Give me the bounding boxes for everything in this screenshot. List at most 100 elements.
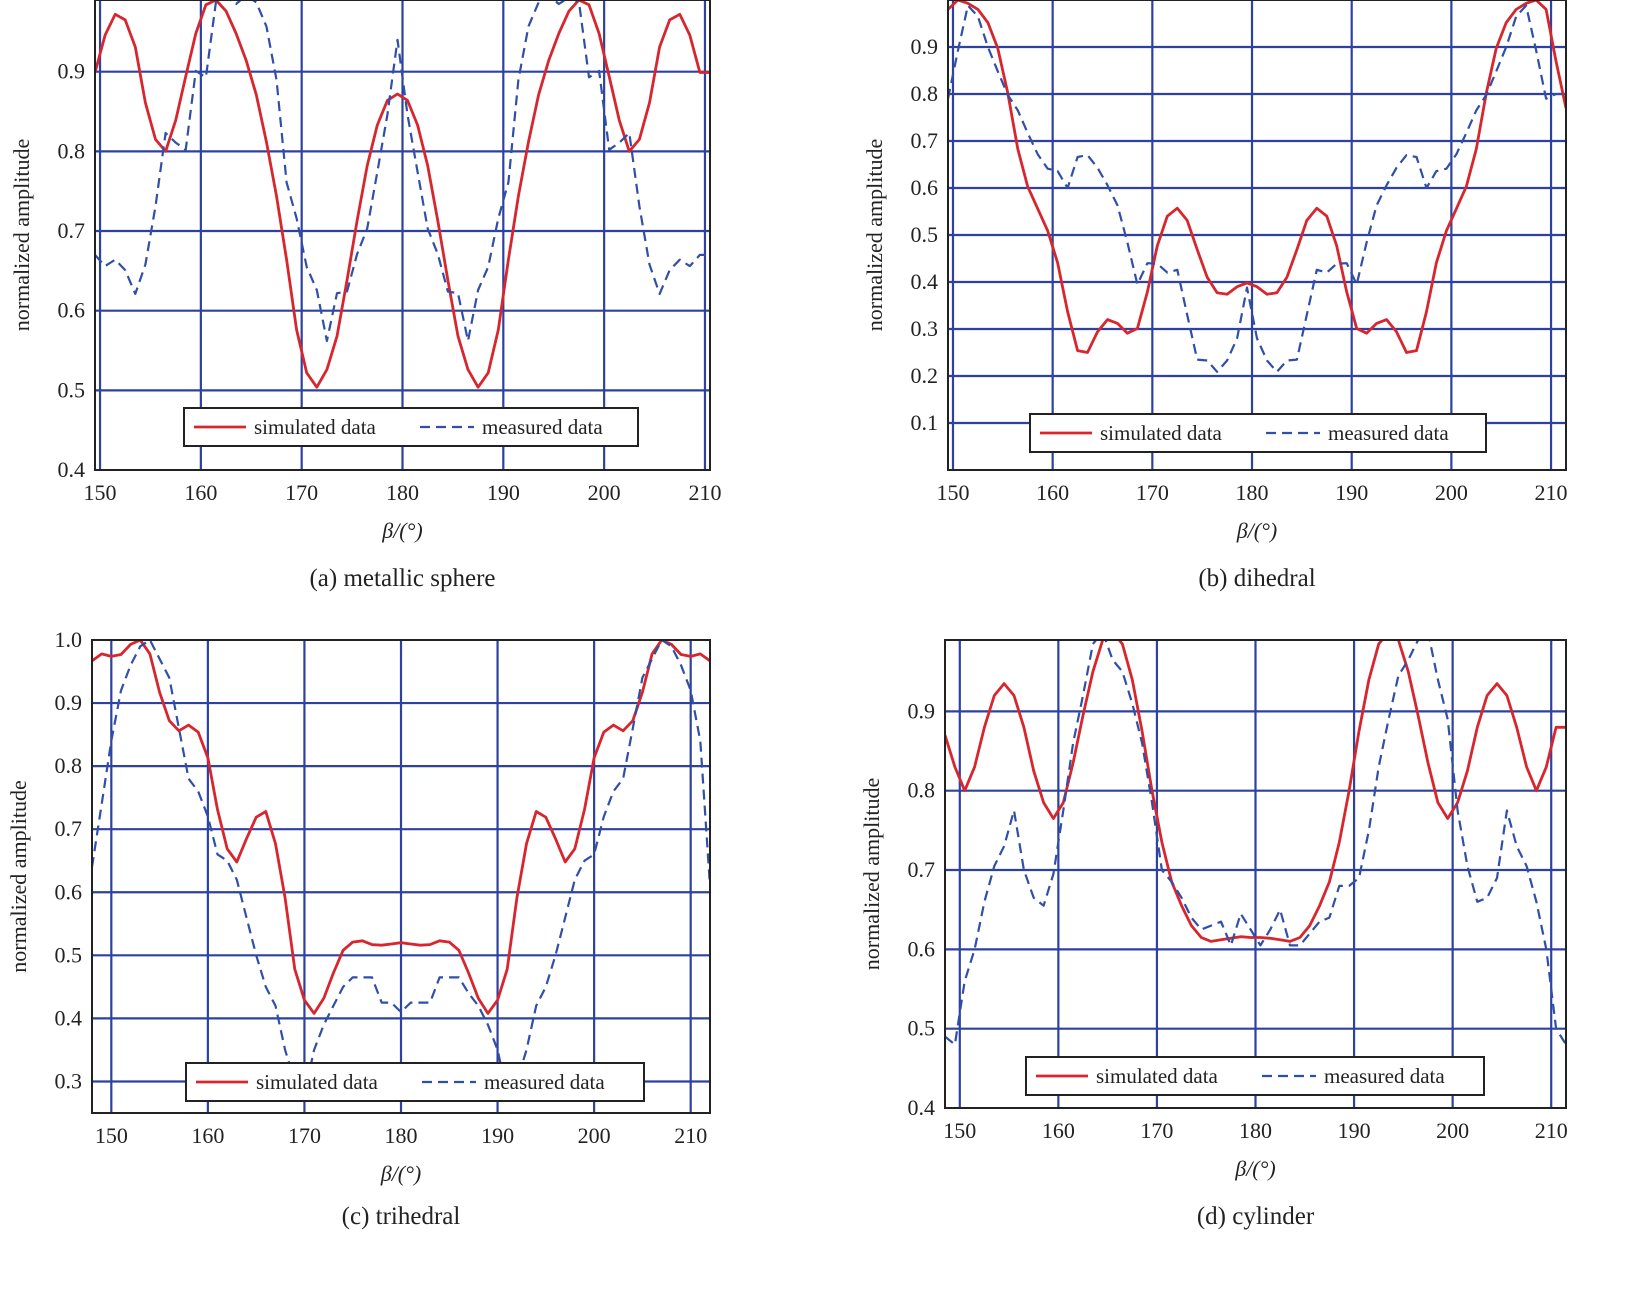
- x-tick-label: 160: [1036, 480, 1069, 505]
- y-tick-label: 1.0: [55, 627, 83, 652]
- y-tick-label: 0.6: [911, 175, 939, 200]
- x-axis-label: β/(°): [1236, 518, 1278, 543]
- y-axis-label: normalized amplitude: [6, 780, 31, 972]
- x-axis-label: β/(°): [1234, 1156, 1276, 1181]
- simulated-data-line: [948, 0, 1566, 354]
- x-tick-label: 150: [84, 480, 117, 505]
- subplot-c-trihedral: 150 160 170 180 190 200 210 0.3 0.4 0.5 0.6 0.7 0.8 0…: [6, 627, 711, 1230]
- legend-measured-label: measured data: [1324, 1064, 1445, 1088]
- x-tick-label: 180: [386, 480, 419, 505]
- y-axis-label: normalized amplitude: [862, 139, 887, 331]
- y-tick-label: 0.4: [55, 1005, 83, 1030]
- subplot-caption: (d) cylinder: [1197, 1203, 1315, 1230]
- x-tick-label: 170: [285, 480, 318, 505]
- simulated-data-line: [95, 0, 710, 389]
- x-tick-label: 150: [943, 1118, 976, 1143]
- x-tick-label: 160: [191, 1123, 224, 1148]
- legend-simulated-label: simulated data: [256, 1070, 379, 1094]
- y-tick-label: 0.8: [911, 81, 939, 106]
- legend-measured-label: measured data: [484, 1070, 605, 1094]
- y-tick-label: 0.5: [55, 942, 83, 967]
- y-tick-label: 0.7: [911, 128, 939, 153]
- y-tick-label: 0.6: [908, 936, 936, 961]
- y-tick-label: 0.4: [908, 1095, 936, 1120]
- measured-data-line: [95, 0, 710, 342]
- y-tick-label: 0.5: [911, 222, 939, 247]
- x-axis-label: β/(°): [380, 1161, 422, 1186]
- x-tick-label: 170: [288, 1123, 321, 1148]
- x-tick-label: 200: [578, 1123, 611, 1148]
- x-tick-label: 180: [1239, 1118, 1272, 1143]
- legend-measured-label: measured data: [1328, 421, 1449, 445]
- y-tick-label: 0.8: [55, 753, 83, 778]
- legend-box: [1025, 1056, 1485, 1096]
- y-tick-label: 0.9: [55, 690, 83, 715]
- legend: simulated data measured data: [183, 407, 639, 447]
- x-tick-label: 160: [184, 480, 217, 505]
- y-tick-label: 0.8: [58, 138, 86, 163]
- x-tick-label: 150: [95, 1123, 128, 1148]
- y-tick-label: 0.9: [908, 698, 936, 723]
- y-tick-label: 0.6: [58, 298, 86, 323]
- y-tick-label: 0.6: [55, 879, 83, 904]
- legend-box: [1029, 413, 1487, 453]
- x-tick-label: 200: [588, 480, 621, 505]
- x-tick-label: 210: [688, 480, 721, 505]
- legend-measured-label: measured data: [482, 415, 603, 439]
- subplot-d-cylinder: 150 160 170 180 190 200 210 0.4 0.5 0.6 0.7 0.8 0.9 β…: [859, 639, 1568, 1230]
- legend-simulated-label: simulated data: [1096, 1064, 1219, 1088]
- plot-frame: [91, 639, 711, 1114]
- legend: simulated data measured data: [185, 1062, 645, 1102]
- y-tick-label: 0.7: [908, 857, 936, 882]
- y-tick-label: 0.9: [911, 34, 939, 59]
- legend-box: [183, 407, 639, 447]
- x-tick-label: 190: [481, 1123, 514, 1148]
- legend: simulated data measured data: [1029, 413, 1487, 453]
- y-tick-label: 0.9: [58, 59, 86, 84]
- x-tick-label: 210: [674, 1123, 707, 1148]
- y-tick-label: 0.8: [908, 778, 936, 803]
- y-tick-label: 0.4: [911, 269, 939, 294]
- x-tick-label: 200: [1435, 480, 1468, 505]
- subplot-a-metallic-sphere: 150 160 170 180 190 200 210 0.4 0.5 0.6 0.7 0.8 0.9 β…: [9, 0, 721, 592]
- y-tick-label: 0.1: [911, 410, 939, 435]
- y-tick-label: 0.5: [908, 1016, 936, 1041]
- x-tick-label: 190: [487, 480, 520, 505]
- plot-frame: [94, 0, 711, 471]
- x-axis-label: β/(°): [381, 518, 423, 543]
- measured-data-line: [948, 4, 1566, 373]
- legend-simulated-label: simulated data: [1100, 421, 1223, 445]
- y-tick-label: 0.4: [58, 457, 86, 482]
- y-tick-label: 0.7: [58, 218, 86, 243]
- legend-box: [185, 1062, 645, 1102]
- subplot-caption: (a) metallic sphere: [309, 565, 495, 592]
- measured-data-line: [945, 640, 1566, 1046]
- simulated-data-line: [92, 640, 710, 1015]
- subplot-caption: (b) dihedral: [1198, 565, 1315, 592]
- y-tick-label: 0.5: [58, 377, 86, 402]
- legend: simulated data measured data: [1025, 1056, 1485, 1096]
- x-tick-label: 150: [936, 480, 969, 505]
- subplot-b-dihedral: 150 160 170 180 190 200 210 0.1 0.2 0.3 0.4 0.5 0.6 0…: [862, 0, 1568, 592]
- y-tick-label: 0.7: [55, 816, 83, 841]
- legend-simulated-label: simulated data: [254, 415, 377, 439]
- subplot-caption: (c) trihedral: [342, 1203, 461, 1230]
- plot-frame: [947, 0, 1567, 471]
- y-axis-label: normalized amplitude: [9, 139, 34, 331]
- y-tick-label: 0.3: [911, 316, 939, 341]
- x-tick-label: 190: [1338, 1118, 1371, 1143]
- simulated-data-line: [945, 640, 1566, 943]
- y-tick-label: 0.3: [55, 1068, 83, 1093]
- x-tick-label: 170: [1136, 480, 1169, 505]
- x-tick-label: 190: [1335, 480, 1368, 505]
- x-tick-label: 210: [1535, 1118, 1568, 1143]
- y-tick-label: 0.2: [911, 363, 939, 388]
- x-tick-label: 180: [1236, 480, 1269, 505]
- x-tick-label: 160: [1042, 1118, 1075, 1143]
- x-tick-label: 200: [1436, 1118, 1469, 1143]
- x-tick-label: 170: [1140, 1118, 1173, 1143]
- plot-frame: [944, 639, 1567, 1109]
- x-tick-label: 180: [385, 1123, 418, 1148]
- y-axis-label: normalized amplitude: [859, 778, 884, 970]
